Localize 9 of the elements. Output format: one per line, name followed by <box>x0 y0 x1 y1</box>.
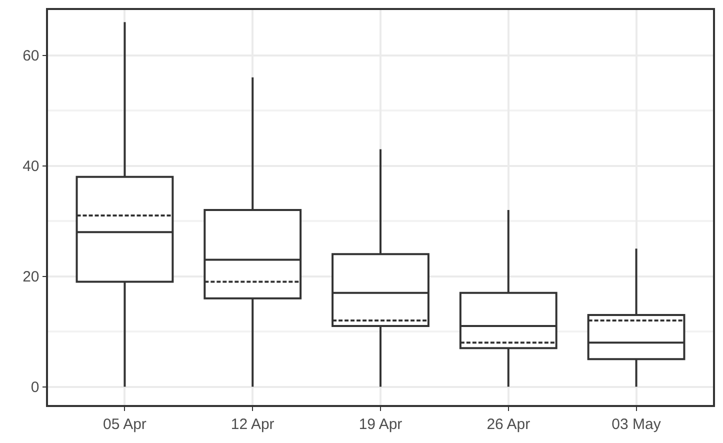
x-tick-label: 26 Apr <box>486 416 530 433</box>
x-tick-label: 19 Apr <box>358 416 402 433</box>
x-tick-label: 03 May <box>612 416 662 433</box>
x-tick-label: 12 Apr <box>230 416 274 433</box>
y-tick-label: 20 <box>22 268 40 286</box>
x-tick-label: 05 Apr <box>103 416 146 433</box>
y-tick-label: 60 <box>22 48 40 65</box>
y-tick-label: 0 <box>30 379 40 396</box>
y-tick-label: 40 <box>22 158 40 176</box>
